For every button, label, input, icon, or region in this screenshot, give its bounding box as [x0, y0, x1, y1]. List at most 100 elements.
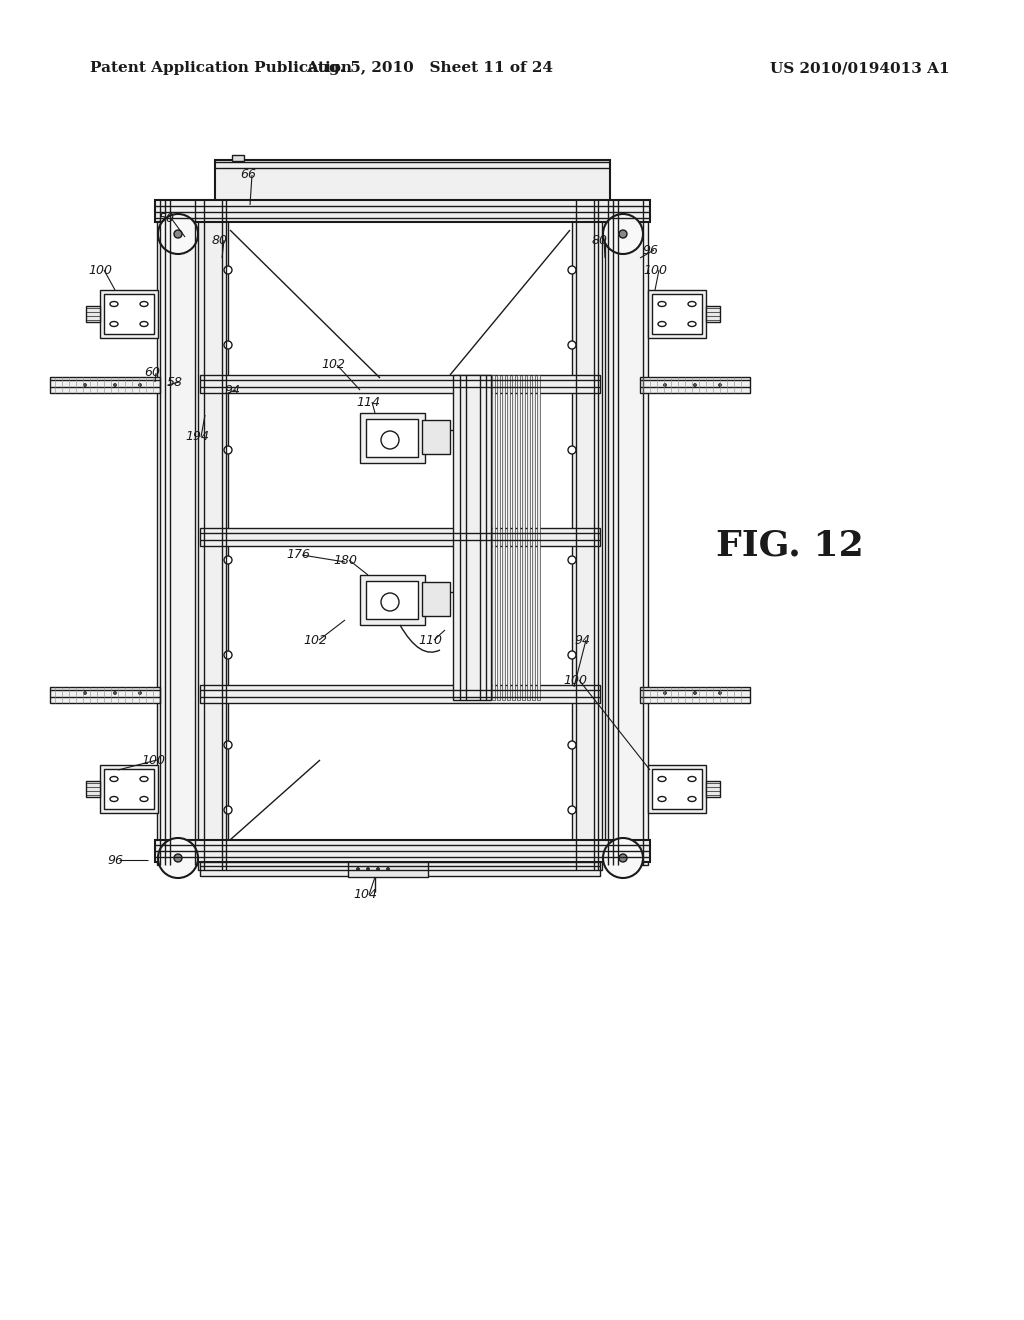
- FancyBboxPatch shape: [532, 375, 535, 700]
- Text: 94: 94: [574, 634, 590, 647]
- FancyBboxPatch shape: [232, 154, 244, 161]
- Text: 96: 96: [642, 243, 658, 256]
- FancyBboxPatch shape: [360, 413, 425, 463]
- Circle shape: [174, 230, 182, 238]
- Text: 100: 100: [88, 264, 112, 276]
- FancyBboxPatch shape: [104, 770, 154, 809]
- FancyBboxPatch shape: [422, 420, 450, 454]
- Text: 100: 100: [141, 754, 165, 767]
- Circle shape: [568, 651, 575, 659]
- FancyBboxPatch shape: [86, 306, 100, 322]
- Circle shape: [693, 692, 696, 694]
- Text: 100: 100: [563, 673, 587, 686]
- Text: 94: 94: [224, 384, 240, 396]
- Circle shape: [224, 807, 232, 814]
- Text: 58: 58: [167, 375, 183, 388]
- Circle shape: [664, 692, 667, 694]
- Circle shape: [84, 384, 86, 387]
- Circle shape: [568, 741, 575, 748]
- Text: Patent Application Publication: Patent Application Publication: [90, 61, 352, 75]
- Circle shape: [114, 384, 117, 387]
- FancyBboxPatch shape: [100, 290, 158, 338]
- Circle shape: [568, 267, 575, 275]
- FancyBboxPatch shape: [155, 840, 650, 862]
- FancyBboxPatch shape: [366, 581, 418, 619]
- Circle shape: [224, 267, 232, 275]
- FancyBboxPatch shape: [200, 685, 600, 704]
- FancyBboxPatch shape: [104, 294, 154, 334]
- FancyBboxPatch shape: [157, 201, 200, 865]
- Text: 102: 102: [303, 634, 327, 647]
- Text: 80: 80: [212, 234, 228, 247]
- FancyBboxPatch shape: [360, 576, 425, 624]
- FancyBboxPatch shape: [100, 766, 158, 813]
- Circle shape: [719, 384, 722, 387]
- Circle shape: [603, 838, 643, 878]
- Circle shape: [693, 384, 696, 387]
- Text: 80: 80: [592, 234, 608, 247]
- FancyBboxPatch shape: [366, 418, 418, 457]
- FancyBboxPatch shape: [422, 582, 450, 616]
- FancyBboxPatch shape: [537, 375, 540, 700]
- Circle shape: [377, 867, 380, 870]
- Text: 100: 100: [643, 264, 667, 276]
- Circle shape: [618, 230, 627, 238]
- Circle shape: [114, 692, 117, 694]
- Text: US 2010/0194013 A1: US 2010/0194013 A1: [770, 61, 950, 75]
- FancyBboxPatch shape: [492, 375, 495, 700]
- Circle shape: [381, 432, 399, 449]
- FancyBboxPatch shape: [50, 378, 160, 393]
- Circle shape: [138, 692, 141, 694]
- Text: 96: 96: [106, 854, 123, 866]
- FancyBboxPatch shape: [605, 201, 648, 865]
- Circle shape: [224, 446, 232, 454]
- Circle shape: [603, 214, 643, 253]
- Circle shape: [568, 446, 575, 454]
- FancyBboxPatch shape: [348, 862, 428, 876]
- FancyBboxPatch shape: [453, 375, 490, 700]
- Circle shape: [158, 214, 198, 253]
- FancyBboxPatch shape: [517, 375, 520, 700]
- FancyBboxPatch shape: [512, 375, 515, 700]
- Circle shape: [618, 854, 627, 862]
- Text: 180: 180: [333, 553, 357, 566]
- Circle shape: [568, 807, 575, 814]
- FancyBboxPatch shape: [527, 375, 530, 700]
- Text: FIG. 12: FIG. 12: [716, 528, 864, 562]
- FancyBboxPatch shape: [706, 306, 720, 322]
- FancyBboxPatch shape: [640, 378, 750, 393]
- Circle shape: [381, 593, 399, 611]
- Circle shape: [224, 341, 232, 348]
- FancyBboxPatch shape: [648, 766, 706, 813]
- FancyBboxPatch shape: [652, 294, 702, 334]
- Circle shape: [719, 692, 722, 694]
- FancyBboxPatch shape: [706, 781, 720, 797]
- Text: Aug. 5, 2010   Sheet 11 of 24: Aug. 5, 2010 Sheet 11 of 24: [306, 61, 554, 75]
- Circle shape: [224, 741, 232, 748]
- Circle shape: [158, 838, 198, 878]
- Text: 50: 50: [159, 211, 175, 224]
- Text: 104: 104: [353, 888, 377, 902]
- FancyBboxPatch shape: [215, 160, 610, 202]
- Circle shape: [138, 384, 141, 387]
- Text: 114: 114: [356, 396, 380, 408]
- FancyBboxPatch shape: [497, 375, 500, 700]
- FancyBboxPatch shape: [572, 201, 602, 870]
- FancyBboxPatch shape: [155, 201, 650, 222]
- Text: 194: 194: [185, 430, 209, 444]
- Circle shape: [224, 651, 232, 659]
- Text: 110: 110: [418, 634, 442, 647]
- FancyBboxPatch shape: [200, 862, 600, 876]
- Circle shape: [356, 867, 359, 870]
- FancyBboxPatch shape: [507, 375, 510, 700]
- FancyBboxPatch shape: [522, 375, 525, 700]
- Circle shape: [224, 556, 232, 564]
- Text: 66: 66: [240, 169, 256, 181]
- FancyBboxPatch shape: [502, 375, 505, 700]
- Text: 102: 102: [321, 359, 345, 371]
- FancyBboxPatch shape: [648, 290, 706, 338]
- Circle shape: [174, 854, 182, 862]
- FancyBboxPatch shape: [198, 201, 228, 870]
- Text: 176: 176: [286, 549, 310, 561]
- FancyBboxPatch shape: [50, 686, 160, 704]
